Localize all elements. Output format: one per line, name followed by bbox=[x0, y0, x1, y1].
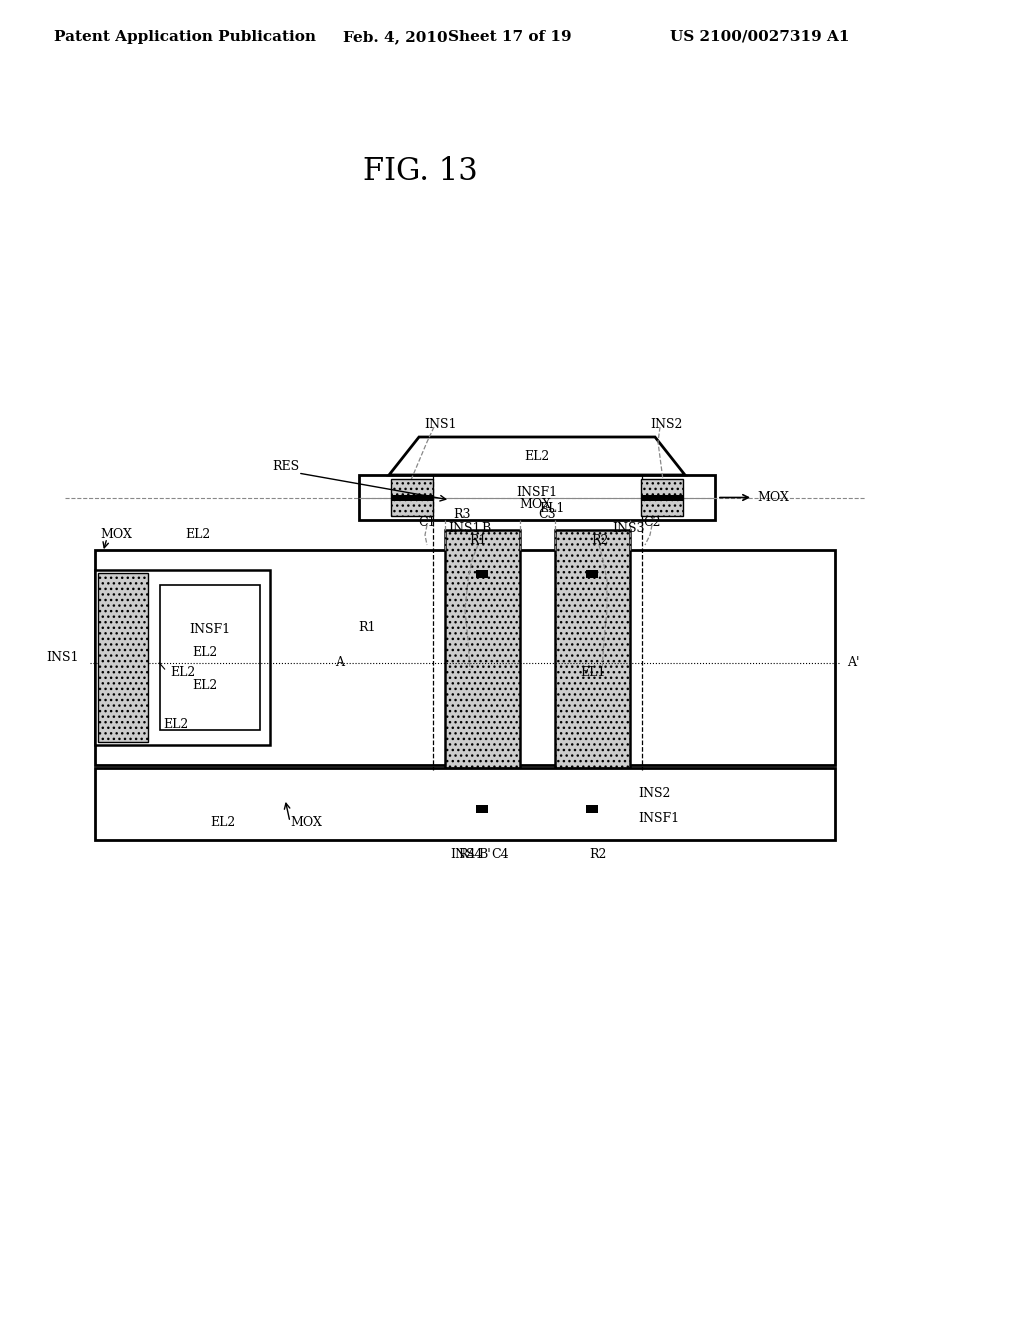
Bar bbox=[476, 570, 488, 578]
Text: R2: R2 bbox=[591, 533, 608, 546]
Text: Sheet 17 of 19: Sheet 17 of 19 bbox=[449, 30, 571, 44]
Text: C2: C2 bbox=[643, 516, 660, 528]
Text: INSF1: INSF1 bbox=[516, 486, 557, 499]
Text: R3: R3 bbox=[453, 508, 470, 521]
Text: Feb. 4, 2010: Feb. 4, 2010 bbox=[343, 30, 447, 44]
Text: EL1: EL1 bbox=[580, 667, 605, 678]
Polygon shape bbox=[389, 437, 685, 475]
Text: Patent Application Publication: Patent Application Publication bbox=[54, 30, 316, 44]
Text: A: A bbox=[336, 656, 344, 669]
Bar bbox=[95, 768, 835, 840]
Text: INS3: INS3 bbox=[612, 521, 645, 535]
Text: EL2: EL2 bbox=[193, 678, 218, 692]
Text: R4: R4 bbox=[459, 847, 476, 861]
Text: EL2: EL2 bbox=[524, 450, 550, 462]
Text: INS2: INS2 bbox=[650, 418, 682, 432]
Bar bbox=[476, 805, 488, 813]
Bar bbox=[586, 570, 598, 578]
Text: C1: C1 bbox=[418, 516, 436, 528]
Text: MOX: MOX bbox=[100, 528, 132, 540]
Text: INS1: INS1 bbox=[424, 418, 457, 432]
Text: R2: R2 bbox=[589, 847, 606, 861]
Text: B': B' bbox=[478, 847, 490, 861]
Text: MOX: MOX bbox=[757, 491, 788, 504]
Text: EL2: EL2 bbox=[193, 645, 218, 659]
Bar bbox=[445, 531, 520, 825]
Text: A': A' bbox=[847, 656, 859, 669]
Text: R1: R1 bbox=[469, 533, 486, 546]
Text: INS4: INS4 bbox=[450, 847, 482, 861]
Text: EL2: EL2 bbox=[185, 528, 210, 540]
Text: FIG. 13: FIG. 13 bbox=[362, 157, 477, 187]
Text: MOX: MOX bbox=[290, 816, 322, 829]
Bar bbox=[95, 570, 270, 744]
Text: RES: RES bbox=[272, 459, 299, 473]
Bar bbox=[160, 585, 260, 730]
Bar bbox=[98, 573, 148, 742]
Bar bbox=[641, 479, 683, 516]
Text: MOX: MOX bbox=[519, 499, 551, 511]
Bar bbox=[641, 495, 683, 502]
Bar bbox=[391, 495, 433, 502]
Text: INS2: INS2 bbox=[638, 787, 671, 800]
Text: EL1: EL1 bbox=[540, 502, 564, 515]
Bar bbox=[555, 531, 630, 825]
Text: INS1: INS1 bbox=[449, 521, 480, 535]
Bar bbox=[586, 805, 598, 813]
Text: B: B bbox=[481, 521, 490, 535]
Text: R1: R1 bbox=[358, 620, 376, 634]
Bar bbox=[391, 479, 433, 516]
Text: US 2100/0027319 A1: US 2100/0027319 A1 bbox=[671, 30, 850, 44]
Text: C4: C4 bbox=[492, 847, 509, 861]
Bar bbox=[359, 475, 715, 520]
Text: INSF1: INSF1 bbox=[189, 623, 230, 636]
Bar bbox=[95, 550, 835, 766]
Text: EL2: EL2 bbox=[170, 667, 196, 678]
Text: INSF1: INSF1 bbox=[638, 812, 679, 825]
Text: EL2: EL2 bbox=[210, 816, 236, 829]
Text: C3: C3 bbox=[539, 508, 556, 521]
Text: EL2: EL2 bbox=[163, 718, 188, 731]
Text: INS1: INS1 bbox=[46, 651, 79, 664]
